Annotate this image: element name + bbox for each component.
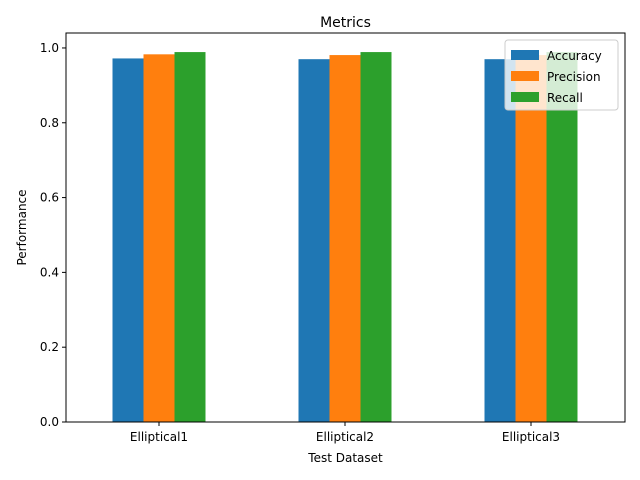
legend-swatch-recall: [511, 92, 539, 102]
bar-recall-elliptical1: [174, 52, 206, 423]
bars-layer: [112, 52, 578, 423]
bar-accuracy-elliptical1: [112, 58, 144, 422]
bar-precision-elliptical1: [143, 54, 175, 422]
bar-precision-elliptical2: [329, 55, 361, 422]
y-tick-label: 0.0: [40, 415, 59, 429]
x-tick-label: Elliptical1: [130, 430, 188, 444]
legend-label-recall: Recall: [547, 91, 583, 105]
y-tick-label: 0.6: [40, 191, 59, 205]
x-tick-label: Elliptical2: [316, 430, 374, 444]
bar-recall-elliptical3: [546, 52, 578, 423]
y-tick-label: 0.2: [40, 340, 59, 354]
x-axis-label: Test Dataset: [307, 451, 383, 465]
y-tick-label: 0.4: [40, 265, 59, 279]
legend-swatch-accuracy: [511, 50, 539, 60]
x-axis: Elliptical1 Elliptical2 Elliptical3: [130, 422, 560, 444]
bar-precision-elliptical3: [515, 55, 547, 422]
y-axis-label: Performance: [15, 189, 29, 265]
legend-swatch-precision: [511, 71, 539, 81]
legend: Accuracy Precision Recall: [504, 39, 619, 111]
x-tick-label: Elliptical3: [502, 430, 560, 444]
y-tick-label: 1.0: [40, 41, 59, 55]
bar-accuracy-elliptical2: [298, 59, 330, 423]
y-tick-label: 0.8: [40, 116, 59, 130]
legend-label-accuracy: Accuracy: [547, 49, 602, 63]
y-axis: 0.0 0.2 0.4 0.6 0.8 1.0: [40, 41, 66, 429]
bar-recall-elliptical2: [360, 52, 392, 423]
bar-accuracy-elliptical3: [484, 59, 516, 423]
legend-label-precision: Precision: [547, 70, 601, 84]
chart-title: Metrics: [320, 15, 371, 31]
